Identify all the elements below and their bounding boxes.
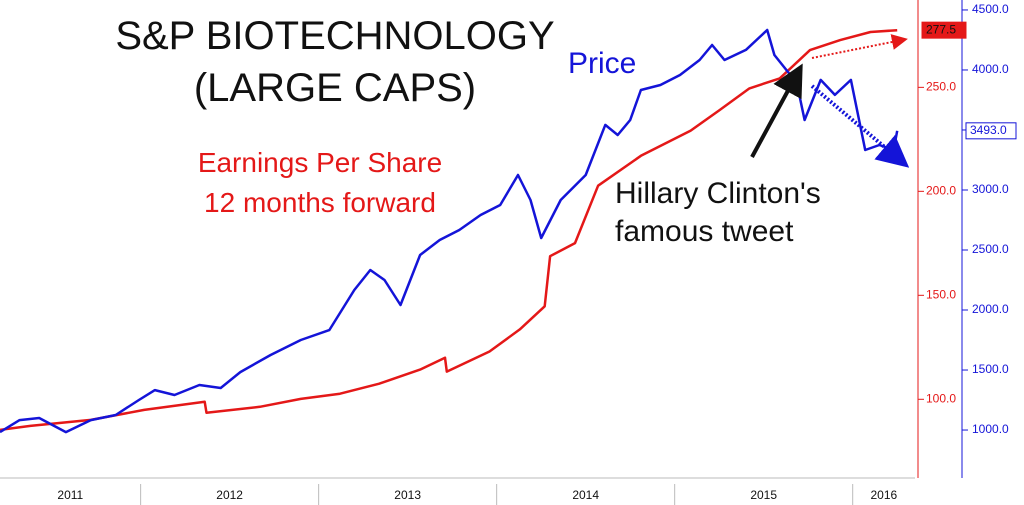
trend-arrow [811,34,908,59]
series-line [0,28,898,432]
chart-title: S&P BIOTECHNOLOGY (LARGE CAPS) [115,14,554,110]
trend-arrow [810,84,910,168]
annotation-arrow [750,63,803,158]
x-tick-label: 2013 [394,488,421,502]
y2-tick-label: 2500.0 [972,242,1009,256]
value-label-box [921,21,967,39]
value-label: 3493.0 [970,123,1007,137]
x-tick-label: 2011 [57,488,83,502]
y2-tick-label: 1500.0 [972,362,1009,376]
y-tick-label: 200.0 [926,183,956,197]
x-tick-label: 2015 [750,488,777,502]
legend-label: Earnings Per Share 12 months forward [198,147,442,218]
value-label-box [965,122,1017,140]
x-tick-label: 2012 [216,488,243,502]
y2-tick-label: 4500.0 [972,2,1009,16]
legend-label: Price [568,47,636,80]
x-tick-label: 2014 [572,488,599,502]
annotation: Hillary Clinton's famous tweet [615,177,821,248]
y2-tick-label: 4000.0 [972,62,1009,76]
y-tick-label: 100.0 [926,391,956,405]
y2-tick-label: 3000.0 [972,182,1009,196]
x-tick-label: 2016 [870,488,897,502]
y-tick-label: 250.0 [926,80,956,94]
y2-tick-label: 2000.0 [972,302,1009,316]
value-label: 277.5 [926,22,956,36]
y-tick-label: 150.0 [926,287,956,301]
y2-tick-label: 1000.0 [972,422,1009,436]
